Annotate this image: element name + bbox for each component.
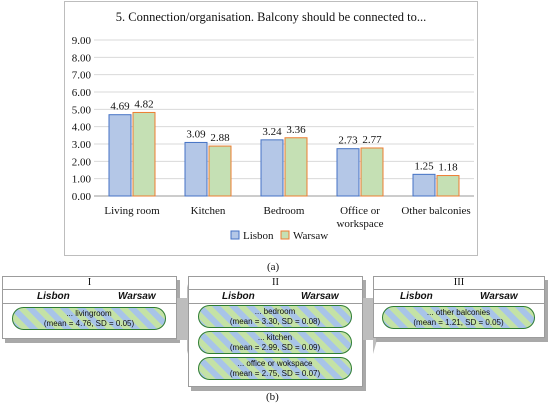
item-name: ... bedroom: [254, 307, 296, 316]
stage-2-number: II: [189, 277, 362, 290]
item-stats: (mean = 1.21, SD = 0.05): [413, 318, 504, 327]
y-tick-label: 6.00: [72, 87, 92, 99]
stage-2-cities: Lisbon Warsaw: [189, 290, 362, 304]
y-tick-label: 0.00: [72, 191, 92, 203]
legend-label-warsaw: Warsaw: [293, 230, 328, 242]
stage-2-panel: II Lisbon Warsaw ... bedroom (mean = 3.3…: [188, 276, 363, 387]
stage-1-number: I: [3, 277, 176, 290]
legend-swatch-warsaw: [280, 230, 290, 240]
stage-2-item-bedroom: ... bedroom (mean = 3.30, SD = 0.08): [198, 305, 352, 328]
bar-lisbon: [412, 173, 436, 197]
stage-2-item-office: ... office or wokspace (mean = 2.75, SD …: [198, 357, 352, 380]
data-label: 4.82: [134, 98, 153, 110]
stage-3-city-right: Warsaw: [480, 291, 518, 302]
legend-swatch-lisbon: [230, 230, 240, 240]
data-label: 3.09: [186, 128, 206, 140]
stage-1-city-right: Warsaw: [118, 291, 156, 302]
stage-3-number: III: [374, 277, 544, 290]
stage-3-panel: III Lisbon Warsaw ... other balconies (m…: [373, 276, 545, 338]
item-stats: (mean = 3.30, SD = 0.08): [229, 317, 321, 326]
y-tick-label: 5.00: [72, 104, 92, 116]
caption-b: (b): [266, 391, 279, 403]
stage-2-city-right: Warsaw: [301, 291, 339, 302]
y-tick-label: 4.00: [72, 122, 92, 134]
data-label: 3.36: [286, 124, 306, 136]
stage-1-city-left: Lisbon: [37, 291, 70, 302]
item-name: ... livingroom: [66, 309, 112, 318]
x-category-label: Living room: [104, 205, 160, 217]
item-stats: (mean = 4.76, SD = 0.05): [43, 319, 135, 328]
chart-title: 5. Connection/organisation. Balcony shou…: [116, 10, 426, 24]
stage-1-cities: Lisbon Warsaw: [3, 290, 176, 304]
data-label: 3.24: [262, 126, 282, 138]
bar-warsaw: [360, 147, 384, 197]
data-label: 2.77: [362, 134, 382, 146]
bar-warsaw: [208, 145, 232, 197]
item-name: ... office or wokspace: [237, 359, 313, 368]
bar-lisbon: [108, 114, 132, 197]
bar-lisbon: [260, 139, 284, 197]
y-tick-label: 3.00: [72, 139, 92, 151]
x-category-label: Office or: [340, 205, 380, 217]
bar-lisbon: [184, 141, 208, 197]
item-stats: (mean = 2.75, SD = 0.07): [229, 369, 321, 378]
stage-1-item-livingroom: ... livingroom (mean = 4.76, SD = 0.05): [12, 307, 166, 330]
x-category-label: Other balconies: [401, 205, 470, 217]
bar-chart: 5. Connection/organisation. Balcony shou…: [72, 10, 474, 242]
item-name: ... kitchen: [257, 333, 293, 342]
bar-warsaw: [436, 175, 460, 197]
stage-3-cities: Lisbon Warsaw: [374, 290, 544, 304]
bar-warsaw: [132, 111, 156, 197]
item-stats: (mean = 2.99, SD = 0.09): [229, 343, 321, 352]
legend-label-lisbon: Lisbon: [243, 230, 274, 242]
data-label: 1.18: [438, 162, 458, 174]
y-tick-label: 8.00: [72, 52, 92, 64]
y-tick-label: 2.00: [72, 156, 92, 168]
y-tick-label: 9.00: [72, 35, 92, 47]
data-label: 2.88: [210, 132, 230, 144]
stage-2-city-left: Lisbon: [222, 291, 255, 302]
x-category-label: Bedroom: [264, 205, 305, 217]
data-label: 1.25: [414, 160, 434, 172]
data-label: 2.73: [338, 135, 358, 147]
stage-2-item-kitchen: ... kitchen (mean = 2.99, SD = 0.09): [198, 331, 352, 354]
stage-3-item-other-balconies: ... other balconies (mean = 1.21, SD = 0…: [382, 306, 535, 329]
stage-3-city-left: Lisbon: [400, 291, 433, 302]
data-label: 4.69: [110, 101, 130, 113]
caption-a: (a): [267, 261, 280, 273]
x-category-label: Kitchen: [191, 205, 226, 217]
x-category-label: workspace: [336, 218, 383, 230]
item-name: ... other balconies: [426, 308, 491, 317]
bar-warsaw: [284, 137, 308, 197]
y-tick-label: 7.00: [72, 70, 92, 82]
stage-1-panel: I Lisbon Warsaw ... livingroom (mean = 4…: [2, 276, 177, 339]
bar-lisbon: [336, 148, 360, 197]
y-tick-label: 1.00: [72, 174, 92, 186]
